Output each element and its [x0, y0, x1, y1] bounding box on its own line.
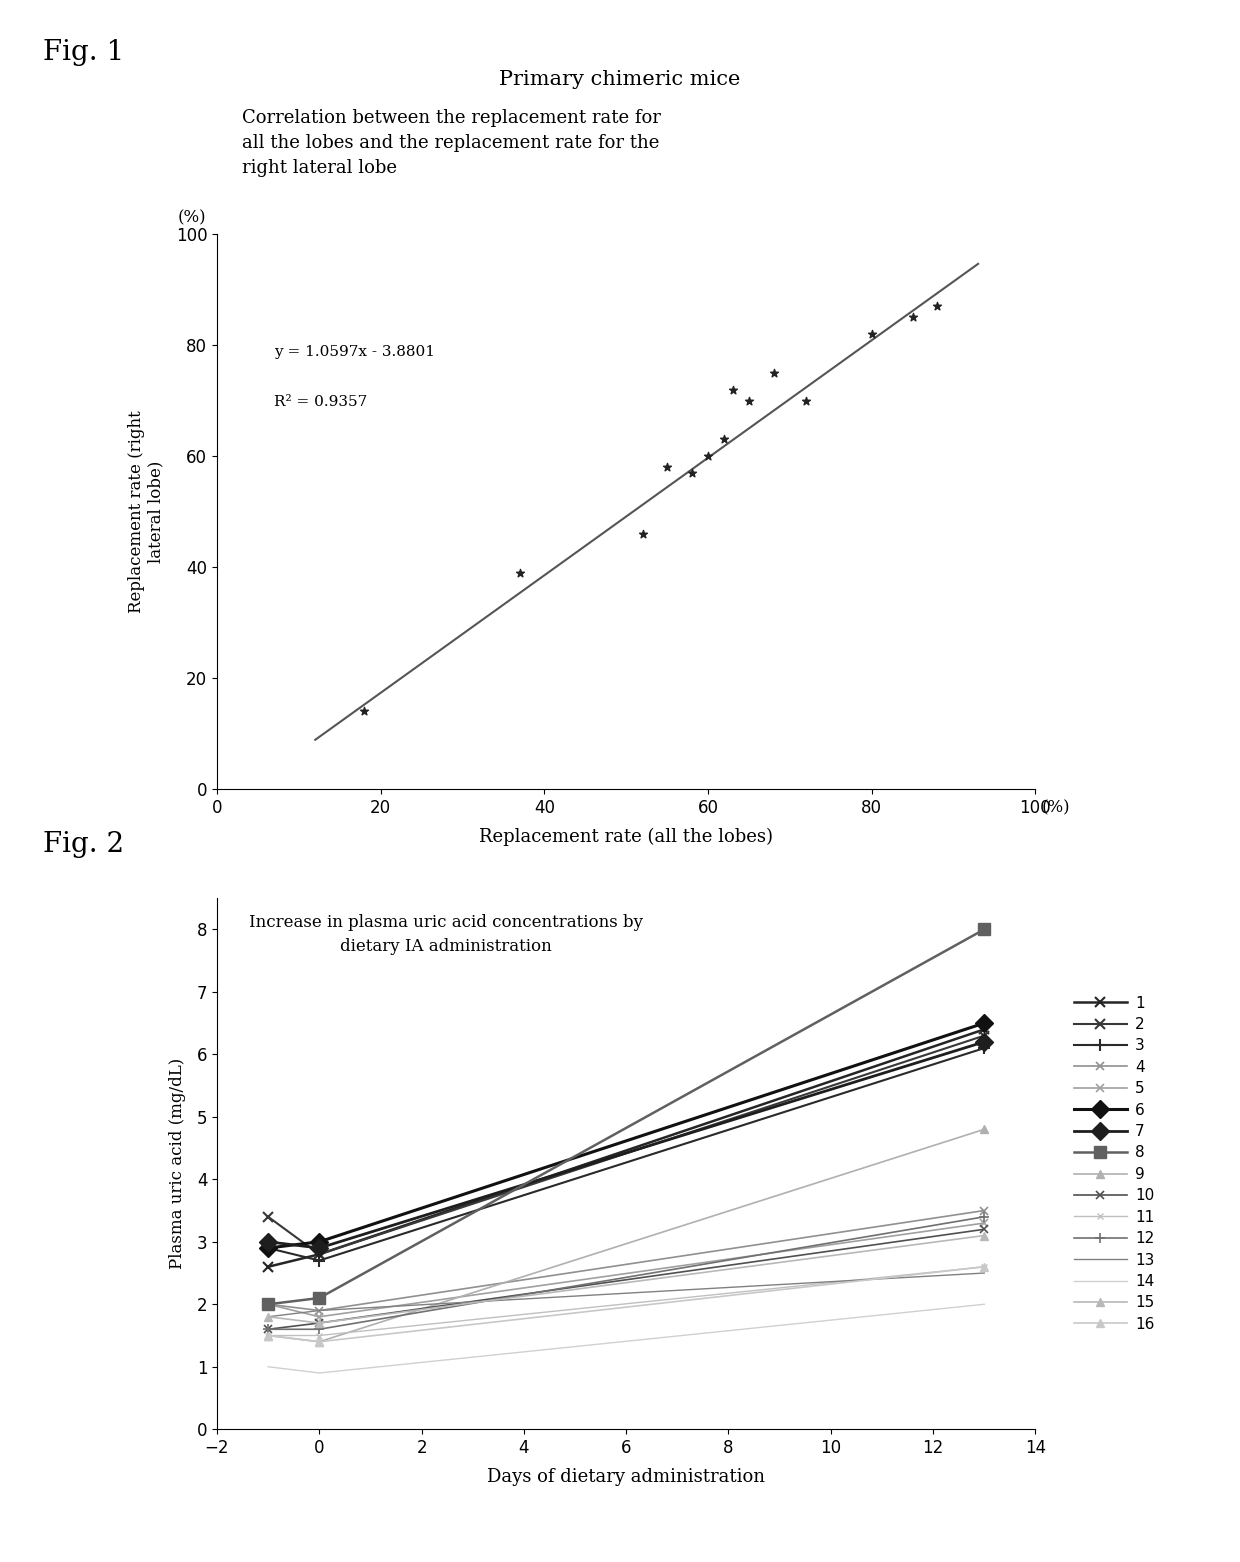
Point [903, 305, 923, 330]
Point [862, 322, 882, 347]
X-axis label: Replacement rate (all the lobes): Replacement rate (all the lobes) [479, 828, 774, 847]
Point [796, 389, 816, 414]
Text: Primary chimeric mice: Primary chimeric mice [500, 70, 740, 89]
Text: Increase in plasma uric acid concentrations by
dietary IA administration: Increase in plasma uric acid concentrati… [249, 914, 644, 954]
Point [928, 294, 947, 319]
Legend: 1, 2, 3, 4, 5, 6, 7, 8, 9, 10, 11, 12, 13, 14, 15, 16: 1, 2, 3, 4, 5, 6, 7, 8, 9, 10, 11, 12, 1… [1068, 989, 1161, 1339]
Text: R² = 0.9357: R² = 0.9357 [274, 395, 367, 409]
Point [723, 376, 743, 401]
Point [510, 561, 529, 586]
X-axis label: Days of dietary administration: Days of dietary administration [487, 1468, 765, 1485]
Point [739, 389, 759, 414]
Point [657, 455, 677, 480]
Point [714, 426, 734, 451]
Text: y = 1.0597x - 3.8801: y = 1.0597x - 3.8801 [274, 345, 435, 359]
Point [698, 444, 718, 469]
Text: (%): (%) [1042, 800, 1070, 817]
Text: Fig. 1: Fig. 1 [43, 39, 125, 66]
Point [632, 522, 652, 547]
Point [355, 698, 374, 723]
Y-axis label: Plasma uric acid (mg/dL): Plasma uric acid (mg/dL) [169, 1057, 186, 1270]
Text: Correlation between the replacement rate for
all the lobes and the replacement r: Correlation between the replacement rate… [242, 109, 661, 178]
Text: (%): (%) [177, 209, 207, 226]
Y-axis label: Replacement rate (right
lateral lobe): Replacement rate (right lateral lobe) [128, 411, 165, 612]
Point [764, 361, 784, 386]
Point [682, 461, 702, 486]
Text: Fig. 2: Fig. 2 [43, 831, 124, 858]
